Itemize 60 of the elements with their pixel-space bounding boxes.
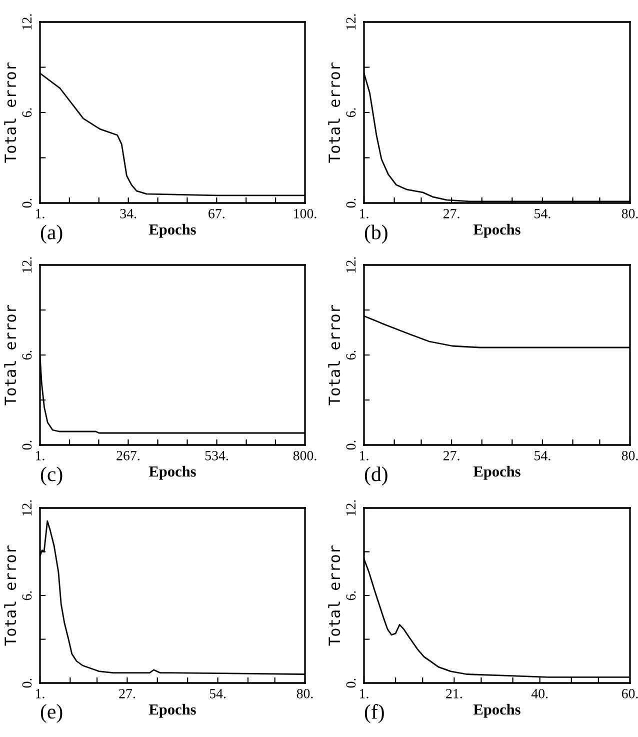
text: (d) [364,466,388,486]
x-tick-label: 267. [116,450,140,460]
y-tick-label: 12. [22,500,32,516]
x-tick-label: 100. [294,208,316,218]
x-tick-label: 800. [293,450,316,460]
x-tick-label: 80. [622,450,638,460]
x-axis-title: Epochs [148,704,196,718]
x-tick-label: 534. [205,450,228,460]
x-tick-label: 27. [119,688,135,698]
text: (c) [40,466,62,486]
x-tick-label: 1. [360,451,368,460]
y-tick-label: 0. [346,440,356,450]
x-tick-label: 21. [446,688,462,698]
x-tick-label: 27. [443,208,460,218]
y-tick-label: 0. [22,198,32,208]
y-tick-label: 0. [22,440,32,450]
y-axis-title: Total error [328,545,340,646]
text: (e) [40,704,62,723]
x-tick-label: 1. [360,209,368,218]
y-tick-label: 6. [22,350,32,360]
x-tick-label: 54. [534,209,550,218]
x-axis-title: Epochs [473,704,520,718]
x-axis-title: Epochs [473,466,520,480]
text: (f) [364,704,384,724]
text: (b) [364,224,388,244]
x-axis-title: Epochs [148,466,196,480]
y-tick-label: 12. [346,257,356,272]
y-tick-label: 6. [346,350,356,360]
y-tick-label: 6. [346,591,356,600]
x-axis-title: Epochs [473,224,520,238]
x-tick-label: 1. [36,451,44,460]
x-tick-label: 80. [296,688,313,698]
x-tick-label: 34. [120,208,136,218]
x-tick-label: 54. [534,451,550,460]
y-tick-label: 12. [22,14,32,30]
x-tick-label: 54. [210,689,226,698]
x-tick-label: 1. [36,209,44,218]
x-tick-label: 27. [443,450,460,460]
x-tick-label: 80. [622,208,638,218]
text: (a) [40,224,62,244]
y-axis-title: Total error [328,304,340,406]
y-tick-label: 0. [346,198,356,208]
x-tick-label: 1. [360,689,368,698]
y-tick-label: 6. [22,591,32,600]
y-tick-label: 0. [22,678,32,688]
y-tick-label: 0. [346,678,356,688]
x-axis-title: Epochs [148,224,196,238]
x-tick-label: 1. [36,689,44,698]
y-axis-title: Total error [4,304,16,406]
x-tick-label: 40. [531,688,548,698]
y-tick-label: 6. [346,108,356,118]
x-tick-label: 60. [622,688,638,698]
y-tick-label: 6. [22,108,32,118]
y-axis-title: Total error [4,545,16,646]
y-tick-label: 12. [346,14,356,30]
y-axis-title: Total error [4,62,16,163]
y-axis-title: Total error [328,62,340,163]
y-tick-label: 12. [22,257,32,272]
y-tick-label: 12. [346,500,356,516]
x-tick-label: 67. [208,208,224,218]
